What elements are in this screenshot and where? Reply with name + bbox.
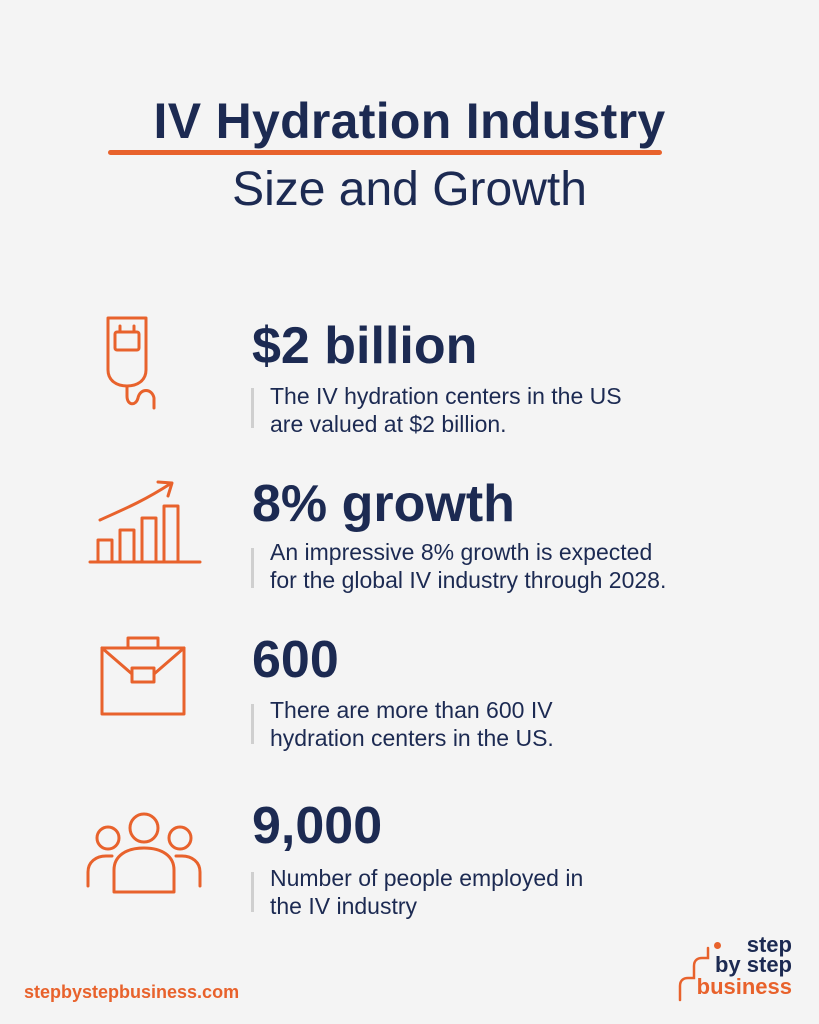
stat-description: Number of people employed in the IV indu… [270, 864, 790, 920]
footer-website-link[interactable]: stepbystepbusiness.com [24, 982, 240, 1002]
logo-text-by-step: by step [714, 952, 792, 977]
stat-item: 600 There are more than 600 IV hydration… [0, 630, 819, 780]
stat-description-line: An impressive 8% growth is expected [270, 539, 653, 565]
logo-dot [714, 942, 721, 949]
title-underline [108, 150, 662, 155]
stat-divider [251, 548, 254, 588]
stat-description-line: are valued at $2 billion. [270, 411, 507, 437]
stat-description: There are more than 600 IV hydration cen… [270, 696, 790, 752]
stat-value: 600 [252, 631, 339, 689]
stat-value: 9,000 [252, 797, 383, 855]
logo-text-step: step [746, 932, 792, 957]
stat-description-line: There are more than 600 IV [270, 697, 553, 723]
briefcase-icon [100, 636, 186, 716]
stat-value: $2 billion [252, 317, 478, 375]
brand-logo[interactable]: step by step business [674, 930, 792, 1004]
stat-divider [251, 872, 254, 912]
stat-description-line: for the global IV industry through 2028. [270, 567, 667, 593]
stat-divider [251, 388, 254, 428]
stat-item: 8% growth An impressive 8% growth is exp… [0, 474, 819, 624]
stat-description-line: The IV hydration centers in the US [270, 383, 622, 409]
stat-description-line: the IV industry [270, 893, 418, 919]
stat-item: $2 billion The IV hydration centers in t… [0, 316, 819, 466]
stat-description: The IV hydration centers in the US are v… [270, 382, 790, 438]
people-group-icon [86, 812, 202, 894]
iv-bag-icon [106, 316, 156, 410]
page-title: IV Hydration Industry [153, 93, 666, 149]
logo-text-business: business [696, 974, 792, 999]
stat-description-line: hydration centers in the US. [270, 725, 554, 751]
stat-divider [251, 704, 254, 744]
stat-value: 8% growth [252, 475, 515, 533]
stat-item: 9,000 Number of people employed in the I… [0, 796, 819, 946]
stat-description: An impressive 8% growth is expected for … [270, 538, 790, 594]
logo-step-icon [678, 946, 710, 1002]
page-subtitle: Size and Growth [232, 163, 587, 216]
growth-chart-icon [88, 480, 202, 564]
stat-description-line: Number of people employed in [270, 865, 584, 891]
